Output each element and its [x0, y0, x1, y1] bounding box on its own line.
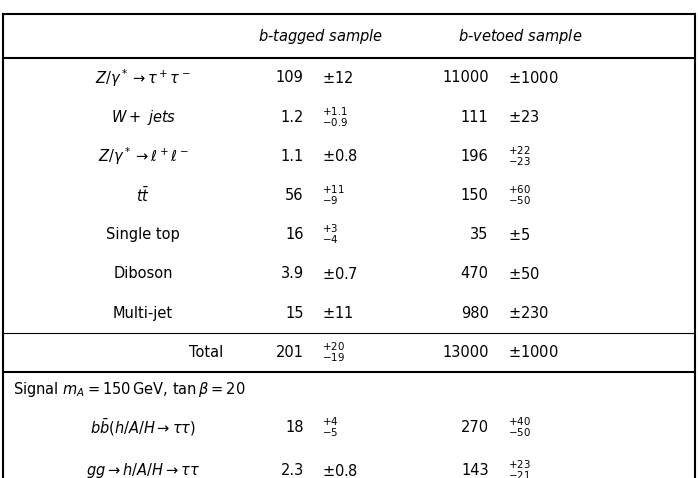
Text: 143: 143 — [461, 463, 489, 478]
Text: 35: 35 — [470, 227, 489, 242]
Text: $b$-tagged sample: $b$-tagged sample — [258, 27, 384, 46]
Text: Diboson: Diboson — [113, 266, 173, 282]
Text: 13000: 13000 — [442, 345, 489, 360]
Text: 1.2: 1.2 — [281, 109, 304, 125]
Text: $^{+40}_{-50}$: $^{+40}_{-50}$ — [508, 416, 531, 439]
Text: 150: 150 — [461, 188, 489, 203]
Text: $^{+3}_{-4}$: $^{+3}_{-4}$ — [322, 223, 339, 246]
Text: $\pm$1000: $\pm$1000 — [508, 70, 558, 86]
Text: $\pm$50: $\pm$50 — [508, 266, 540, 282]
Text: Signal $m_A = 150\,$GeV, $\tan\beta = 20$: Signal $m_A = 150\,$GeV, $\tan\beta = 20… — [13, 380, 245, 399]
Text: $^{+11}_{-9}$: $^{+11}_{-9}$ — [322, 184, 346, 207]
Text: 3.9: 3.9 — [281, 266, 304, 282]
Text: Total: Total — [188, 345, 223, 360]
Text: $\pm$0.8: $\pm$0.8 — [322, 148, 359, 164]
Text: $\pm$230: $\pm$230 — [508, 305, 549, 321]
Text: 980: 980 — [461, 305, 489, 321]
Text: $^{+1.1}_{-0.9}$: $^{+1.1}_{-0.9}$ — [322, 106, 349, 129]
Text: $^{+60}_{-50}$: $^{+60}_{-50}$ — [508, 184, 531, 207]
Text: $t\bar{t}$: $t\bar{t}$ — [136, 186, 150, 205]
Text: 470: 470 — [461, 266, 489, 282]
Text: 15: 15 — [285, 305, 304, 321]
Text: 201: 201 — [276, 345, 304, 360]
Text: $Z/\gamma^* \to \ell^+\ell^-$: $Z/\gamma^* \to \ell^+\ell^-$ — [98, 145, 188, 167]
Text: $b\bar{b}(h/A/H \to \tau\tau)$: $b\bar{b}(h/A/H \to \tau\tau)$ — [90, 417, 196, 438]
Text: $\pm$0.8: $\pm$0.8 — [322, 463, 359, 478]
Text: Single top: Single top — [106, 227, 180, 242]
Text: $\pm$12: $\pm$12 — [322, 70, 354, 86]
Text: 18: 18 — [285, 420, 304, 435]
Text: Multi-jet: Multi-jet — [113, 305, 173, 321]
Text: 2.3: 2.3 — [281, 463, 304, 478]
Text: $b$-vetoed sample: $b$-vetoed sample — [458, 27, 582, 46]
Text: $^{+20}_{-19}$: $^{+20}_{-19}$ — [322, 341, 346, 364]
Text: $\pm$5: $\pm$5 — [508, 227, 530, 243]
Text: 111: 111 — [461, 109, 489, 125]
Text: 56: 56 — [285, 188, 304, 203]
Text: $\pm$0.7: $\pm$0.7 — [322, 266, 357, 282]
Text: $gg \to h/A/H \to \tau\tau$: $gg \to h/A/H \to \tau\tau$ — [86, 461, 200, 478]
Text: $W +$ jets: $W +$ jets — [110, 108, 176, 127]
Text: 11000: 11000 — [442, 70, 489, 86]
Text: $^{+23}_{-21}$: $^{+23}_{-21}$ — [508, 459, 531, 478]
Text: $\pm$23: $\pm$23 — [508, 109, 540, 125]
Text: 16: 16 — [285, 227, 304, 242]
Text: $^{+4}_{-5}$: $^{+4}_{-5}$ — [322, 416, 339, 439]
Text: $\pm$1000: $\pm$1000 — [508, 344, 558, 360]
Text: 1.1: 1.1 — [281, 149, 304, 164]
Text: 196: 196 — [461, 149, 489, 164]
Text: $Z/\gamma^* \to \tau^+\tau^-$: $Z/\gamma^* \to \tau^+\tau^-$ — [95, 67, 191, 89]
Text: 270: 270 — [461, 420, 489, 435]
Text: $\pm$11: $\pm$11 — [322, 305, 354, 321]
Text: 109: 109 — [276, 70, 304, 86]
Text: $^{+22}_{-23}$: $^{+22}_{-23}$ — [508, 145, 531, 168]
